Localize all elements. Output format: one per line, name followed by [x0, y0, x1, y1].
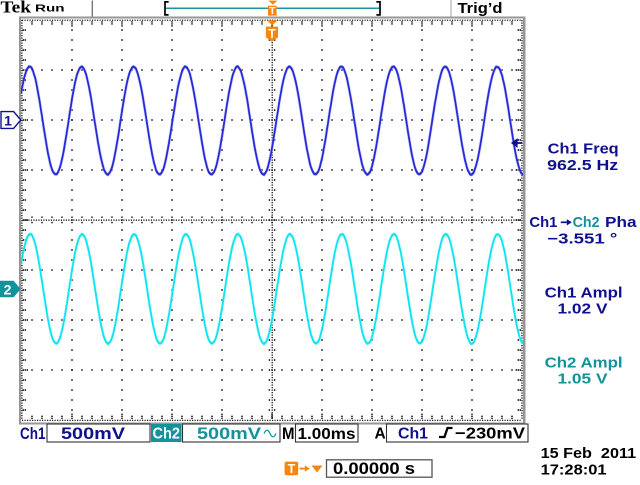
- svg-text:Ch1 Freq: Ch1 Freq: [548, 142, 619, 158]
- svg-text:−3.551 °: −3.551 °: [547, 231, 617, 247]
- svg-text:T: T: [269, 5, 276, 17]
- svg-text:500mV: 500mV: [61, 424, 126, 443]
- svg-text:Trig’d: Trig’d: [458, 0, 503, 17]
- svg-text:Run: Run: [35, 3, 65, 14]
- svg-text:−230mV: −230mV: [455, 426, 525, 443]
- svg-text:15 Feb 2011: 15 Feb 2011: [541, 446, 637, 462]
- svg-text:500mV: 500mV: [197, 424, 262, 443]
- svg-text:2: 2: [4, 281, 12, 297]
- svg-text:Ch2: Ch2: [573, 215, 600, 231]
- svg-text:M: M: [282, 424, 295, 443]
- svg-text:0.00000 s: 0.00000 s: [333, 460, 415, 478]
- svg-text:Ch1: Ch1: [529, 215, 557, 231]
- svg-text:T: T: [288, 462, 296, 476]
- svg-text:Tek: Tek: [1, 0, 32, 16]
- svg-text:17:28:01: 17:28:01: [541, 463, 607, 479]
- svg-text:1.05 V: 1.05 V: [558, 371, 608, 387]
- svg-text:Ch1: Ch1: [398, 426, 428, 443]
- svg-text:A: A: [375, 425, 386, 442]
- svg-text:Ch1: Ch1: [20, 424, 46, 443]
- svg-text:1.00ms: 1.00ms: [298, 426, 356, 443]
- svg-text:1: 1: [4, 112, 12, 128]
- svg-text:1.02 V: 1.02 V: [558, 301, 608, 317]
- svg-text:Ch2 Ampl: Ch2 Ampl: [545, 355, 623, 371]
- svg-text:Ch1 Ampl: Ch1 Ampl: [545, 285, 623, 301]
- svg-text:Ch2: Ch2: [153, 426, 181, 443]
- svg-text:T: T: [268, 27, 276, 41]
- svg-text:Pha: Pha: [605, 215, 638, 231]
- svg-text:962.5 Hz: 962.5 Hz: [547, 158, 618, 174]
